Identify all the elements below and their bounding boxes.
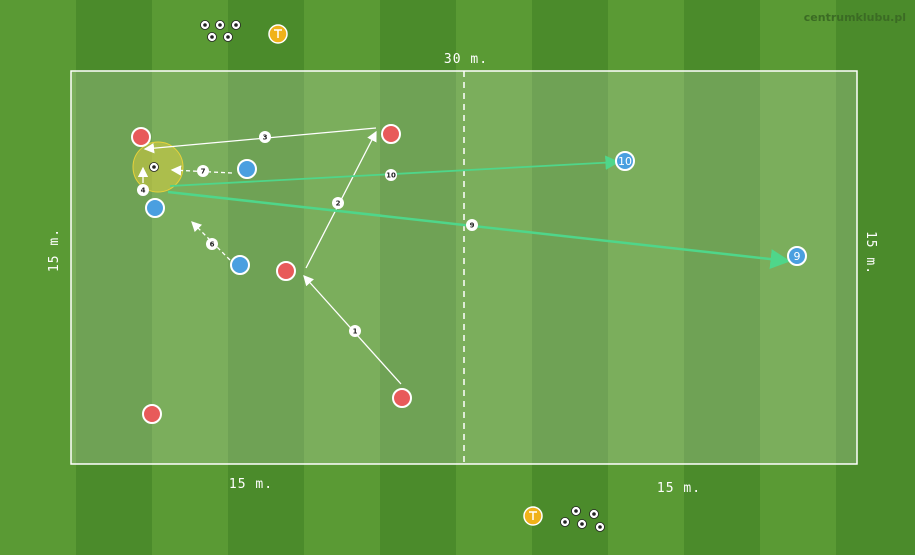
red-player (276, 261, 296, 281)
soccer-ball-icon (560, 517, 570, 527)
blue-player (237, 159, 257, 179)
dimension-bottom-right: 15 m. (657, 481, 701, 496)
soccer-ball-icon (231, 20, 241, 30)
blue-player (230, 255, 250, 275)
red-player (392, 388, 412, 408)
soccer-ball-icon (215, 20, 225, 30)
soccer-ball-icon (200, 20, 210, 30)
svg-text:1: 1 (353, 328, 358, 336)
svg-text:7: 7 (201, 168, 206, 176)
coach-badge-top (268, 24, 288, 44)
arrow-step-9 (167, 190, 791, 270)
soccer-ball-icon (571, 506, 581, 516)
watermark: centrumklubu.pl (804, 11, 906, 24)
blue-player-10: 10 (615, 151, 635, 171)
step-badges: 1 2 3 4 6 7 9 10 (137, 131, 478, 337)
red-player (142, 404, 162, 424)
svg-text:6: 6 (210, 241, 215, 249)
red-player (131, 127, 151, 147)
pitch-area (70, 70, 858, 465)
step-badge: 10 (385, 169, 397, 181)
dimension-right: 15 m. (863, 231, 878, 275)
coach-icon (274, 29, 282, 38)
red-team (131, 124, 412, 424)
dimension-top: 30 m. (444, 52, 488, 67)
step-badge: 6 (206, 238, 218, 250)
soccer-ball-icon (577, 519, 587, 529)
soccer-ball-icon (589, 509, 599, 519)
arrow-step-6 (191, 221, 231, 261)
svg-text:2: 2 (336, 200, 341, 208)
step-badge: 9 (466, 219, 478, 231)
dimension-left: 15 m. (47, 228, 62, 272)
svg-text:9: 9 (470, 222, 475, 230)
svg-text:3: 3 (263, 134, 268, 142)
blue-player (145, 198, 165, 218)
svg-text:10: 10 (386, 172, 396, 180)
svg-text:4: 4 (141, 187, 146, 195)
soccer-ball-icon (149, 162, 159, 172)
red-player (381, 124, 401, 144)
soccer-ball-icon (223, 32, 233, 42)
blue-player-9: 9 (787, 246, 807, 266)
coach-icon (529, 511, 537, 520)
step-badge: 7 (197, 165, 209, 177)
step-badge: 1 (349, 325, 361, 337)
player-label: 9 (794, 250, 801, 263)
soccer-ball-icon (207, 32, 217, 42)
coach-badge-bottom (523, 506, 543, 526)
blue-team: 10 9 (145, 151, 807, 275)
dimension-bottom-left: 15 m. (229, 477, 273, 492)
player-label: 10 (618, 155, 632, 168)
step-badge: 4 (137, 184, 149, 196)
step-badge: 3 (259, 131, 271, 143)
soccer-ball-icon (595, 522, 605, 532)
step-badge: 2 (332, 197, 344, 209)
